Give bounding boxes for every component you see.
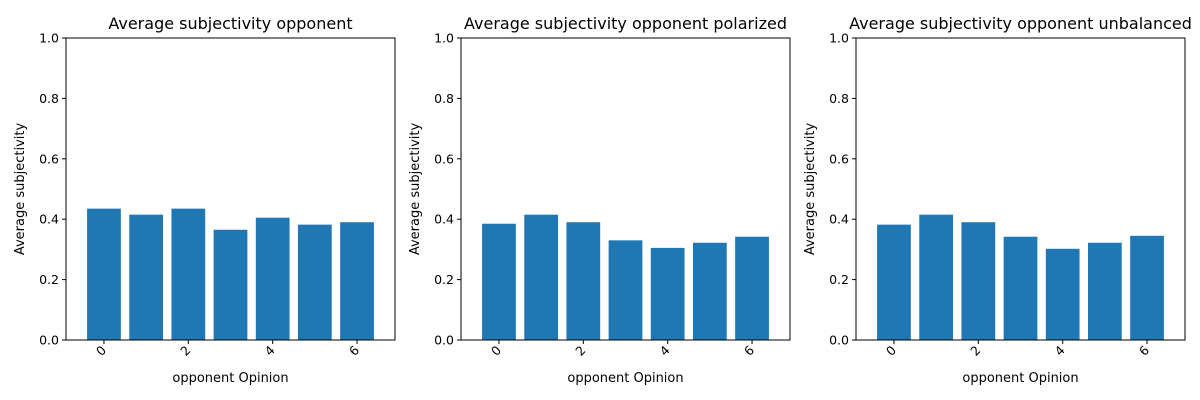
y-tick-label: 0.2 <box>829 272 849 287</box>
chart-title: Average subjectivity opponent <box>108 14 352 33</box>
x-tick-label: 4 <box>1052 342 1068 358</box>
y-tick-label: 0.4 <box>434 212 454 227</box>
bar <box>297 224 332 340</box>
y-tick-label: 0.0 <box>829 333 849 348</box>
bar <box>213 229 248 340</box>
x-tick-label: 2 <box>177 343 193 359</box>
x-tick-label: 2 <box>967 343 983 359</box>
bar <box>482 223 516 340</box>
bar <box>524 214 559 340</box>
y-tick-label: 0.4 <box>39 212 59 227</box>
plot-frame <box>460 37 791 341</box>
x-tick-label: 6 <box>741 342 757 358</box>
y-tick-label: 0.8 <box>39 91 59 106</box>
chart-panel-3: 0.0 0.2 0.4 0.6 0.8 1.0 0 2 4 6 Average subjectivi… <box>803 14 1192 386</box>
chart-title: Average subjectivity opponent unbalanced <box>849 14 1192 33</box>
y-tick-label: 0.0 <box>39 333 59 348</box>
y-tick-label: 0.2 <box>39 272 59 287</box>
x-tick-label: 2 <box>572 343 588 359</box>
bar <box>961 222 996 340</box>
y-tick-label: 0.6 <box>829 151 849 166</box>
y-axis-label: Average subjectivity <box>13 123 28 256</box>
y-tick-label: 0.6 <box>434 151 454 166</box>
x-tick-label: 0 <box>883 342 899 358</box>
y-tick-label: 0.4 <box>829 212 849 227</box>
bar <box>171 208 206 340</box>
bar <box>692 242 727 340</box>
bar <box>1003 236 1038 340</box>
y-tick-label: 0.8 <box>829 91 849 106</box>
y-tick-label: 0.2 <box>434 272 454 287</box>
chart-panel-2: 0.0 0.2 0.4 0.6 0.8 1.0 0 2 4 6 Average subjectivi… <box>408 14 791 386</box>
bar <box>608 240 643 340</box>
y-axis-label: Average subjectivity <box>408 123 423 256</box>
y-axis-label: Average subjectivity <box>803 123 818 256</box>
bar <box>566 222 601 340</box>
bar <box>650 247 685 340</box>
y-tick-label: 0.8 <box>434 91 454 106</box>
chart-panel-1: 0.0 0.2 0.4 0.6 0.8 1.0 0 2 4 6 Average subjectivi… <box>13 14 396 386</box>
x-axis-label: opponent Opinion <box>172 371 288 386</box>
plot-frame <box>65 37 396 341</box>
bar <box>919 214 954 340</box>
bar <box>129 214 164 340</box>
y-tick-label: 1.0 <box>434 31 454 46</box>
bar <box>735 236 769 340</box>
y-tick-label: 0.6 <box>39 151 59 166</box>
x-tick-label: 0 <box>93 342 109 358</box>
x-axis-label: opponent Opinion <box>567 371 683 386</box>
bar <box>1087 242 1122 340</box>
x-tick-label: 6 <box>1136 342 1152 358</box>
plot-frame <box>855 37 1186 341</box>
bar <box>877 224 911 340</box>
bar <box>87 208 121 340</box>
bar <box>1045 248 1080 340</box>
x-tick-label: 4 <box>262 342 278 358</box>
x-tick-label: 6 <box>346 342 362 358</box>
y-tick-label: 1.0 <box>829 31 849 46</box>
x-tick-label: 0 <box>488 342 504 358</box>
bar <box>255 217 290 340</box>
x-axis-label: opponent Opinion <box>962 371 1078 386</box>
y-tick-label: 1.0 <box>39 31 59 46</box>
bar <box>1130 235 1164 340</box>
bar <box>340 222 374 340</box>
x-tick-label: 4 <box>657 342 673 358</box>
y-tick-label: 0.0 <box>434 333 454 348</box>
chart-title: Average subjectivity opponent polarized <box>464 14 787 33</box>
